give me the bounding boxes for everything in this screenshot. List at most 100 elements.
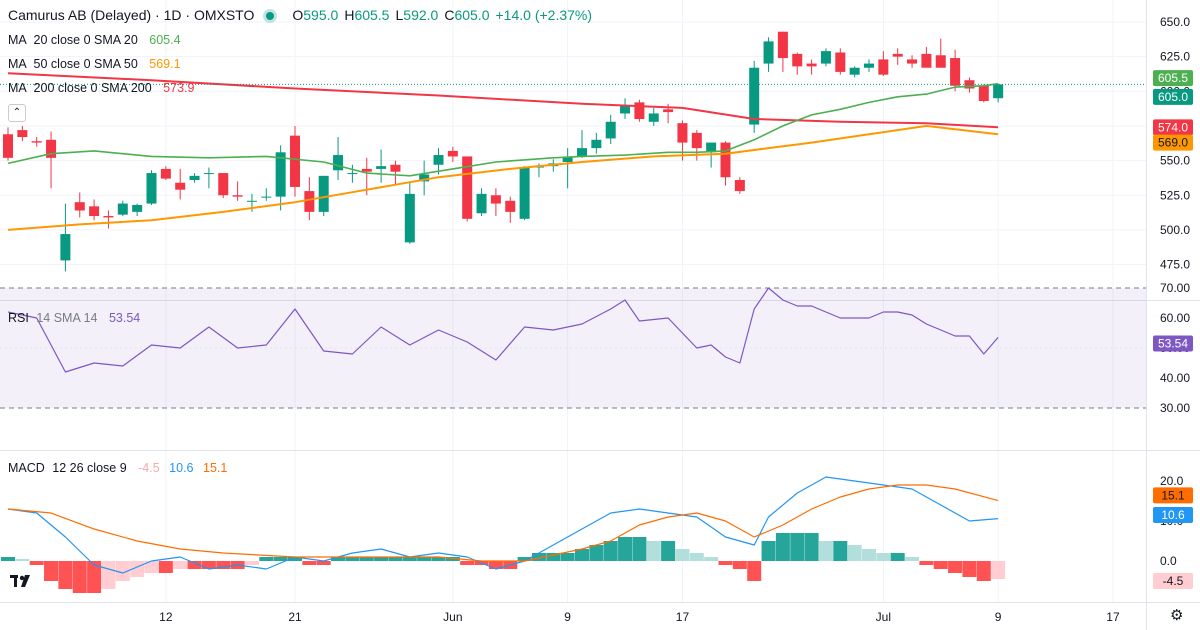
candle-body [864, 64, 874, 68]
macd-line-badge: 10.6 [1161, 508, 1185, 522]
macd-hist-bar [618, 537, 632, 561]
candle-body [692, 133, 702, 148]
price-tick-label: 500.0 [1160, 223, 1190, 237]
ma200-price-badge: 574.0 [1158, 120, 1188, 134]
candle-body [821, 51, 831, 63]
macd-hist-bar [575, 549, 589, 561]
candle-body [491, 195, 501, 203]
candle [850, 66, 860, 77]
ma20-params: 20 close 0 SMA 20 [34, 33, 138, 47]
candle [993, 84, 1003, 103]
ma50-value: 569.1 [149, 57, 180, 71]
candle [477, 188, 487, 216]
macd-hist-bar [905, 557, 919, 561]
macd-hist-bar [604, 541, 618, 561]
macd-hist-bar [1, 557, 15, 561]
ma20-name: MA [8, 33, 26, 47]
ma20-legend[interactable]: MA 20 close 0 SMA 20 605.4 [8, 32, 181, 48]
candle-body [677, 123, 687, 142]
rsi-value-badge: 53.54 [1158, 337, 1188, 351]
candle-body [175, 183, 185, 190]
candle-body [792, 54, 802, 66]
candle-body [634, 102, 644, 119]
candle-body [347, 173, 357, 174]
candle-body [721, 143, 731, 178]
candle [118, 201, 128, 216]
candle-body [233, 195, 243, 196]
macd-hist-bar [819, 541, 833, 561]
candle [835, 48, 845, 74]
macd-legend[interactable]: MACD 12 26 close 9 -4.5 10.6 15.1 [8, 460, 227, 476]
rsi-name: RSI [8, 311, 29, 325]
candle [491, 188, 501, 216]
price-tick-label: 625.0 [1160, 50, 1190, 64]
candle [46, 131, 56, 188]
candle-body [434, 155, 444, 165]
candle-body [17, 130, 27, 137]
candle [936, 39, 946, 68]
candle [735, 177, 745, 194]
candle-body [807, 64, 817, 67]
candle [606, 115, 616, 144]
time-tick-label: Jul [876, 610, 891, 624]
macd-hist-bar [762, 541, 776, 561]
candle [649, 108, 659, 126]
macd-hist-bar [245, 561, 259, 565]
rsi-tick-label: 70.00 [1160, 281, 1190, 295]
price-tick-label: 650.0 [1160, 15, 1190, 29]
macd-hist-bar [891, 553, 905, 561]
candle-body [936, 55, 946, 67]
macd-hist-bar [719, 561, 733, 565]
market-status-dot [266, 12, 274, 20]
candle-body [477, 194, 487, 213]
macd-hist-bar [675, 549, 689, 561]
macd-tick-label: 20.0 [1160, 474, 1184, 488]
candle [821, 48, 831, 66]
candle [204, 168, 214, 189]
ma50-name: MA [8, 57, 26, 71]
ma200-value: 573.9 [163, 81, 194, 95]
macd-hist-bar [661, 541, 675, 561]
symbol-title[interactable]: Camurus AB (Delayed) · 1D · OMXSTO [8, 7, 254, 23]
candle [60, 204, 70, 272]
candle-body [362, 169, 372, 172]
candle [807, 59, 817, 74]
candle-body [333, 155, 343, 170]
macd-hist-bar [159, 561, 173, 573]
candle-body [390, 165, 400, 172]
macd-hist-bar [302, 561, 316, 565]
candle [218, 173, 228, 198]
rsi-params: 14 SMA 14 [36, 311, 97, 325]
close-value: 605.0 [454, 7, 489, 23]
candle [75, 192, 85, 217]
ma50-legend[interactable]: MA 50 close 0 SMA 50 569.1 [8, 56, 181, 72]
tradingview-logo-icon[interactable] [8, 570, 38, 594]
low-value: 592.0 [403, 7, 438, 23]
candle-body [75, 202, 85, 210]
gear-icon[interactable]: ⚙ [1170, 606, 1183, 624]
macd-hist-bar [991, 561, 1005, 579]
macd-hist-bar [962, 561, 976, 577]
macd-hist-bar [862, 549, 876, 561]
open-label: O [292, 7, 303, 23]
last-price-badge: 605.0 [1158, 90, 1188, 104]
rsi-legend[interactable]: RSI 14 SMA 14 53.54 [8, 310, 140, 326]
macd-hist-bar [934, 561, 948, 569]
candle-body [764, 41, 774, 63]
candle-body [979, 86, 989, 101]
candle-body [32, 141, 42, 142]
time-tick-label: 9 [564, 610, 571, 624]
macd-hist-bar [460, 561, 474, 565]
high-label: H [344, 7, 354, 23]
chevron-up-icon[interactable]: ⌃ [8, 104, 26, 122]
ma200-legend[interactable]: MA 200 close 0 SMA 200 573.9 [8, 80, 194, 96]
candle [276, 145, 286, 210]
ma200-params: 200 close 0 SMA 200 [34, 81, 152, 95]
candle [32, 137, 42, 147]
macd-hist-bar [44, 561, 58, 581]
macd-signal-value: 15.1 [203, 461, 227, 475]
candle-body [319, 176, 329, 212]
candle-body [405, 194, 415, 243]
ma50-line [8, 126, 998, 230]
macd-hist-bar [690, 553, 704, 561]
